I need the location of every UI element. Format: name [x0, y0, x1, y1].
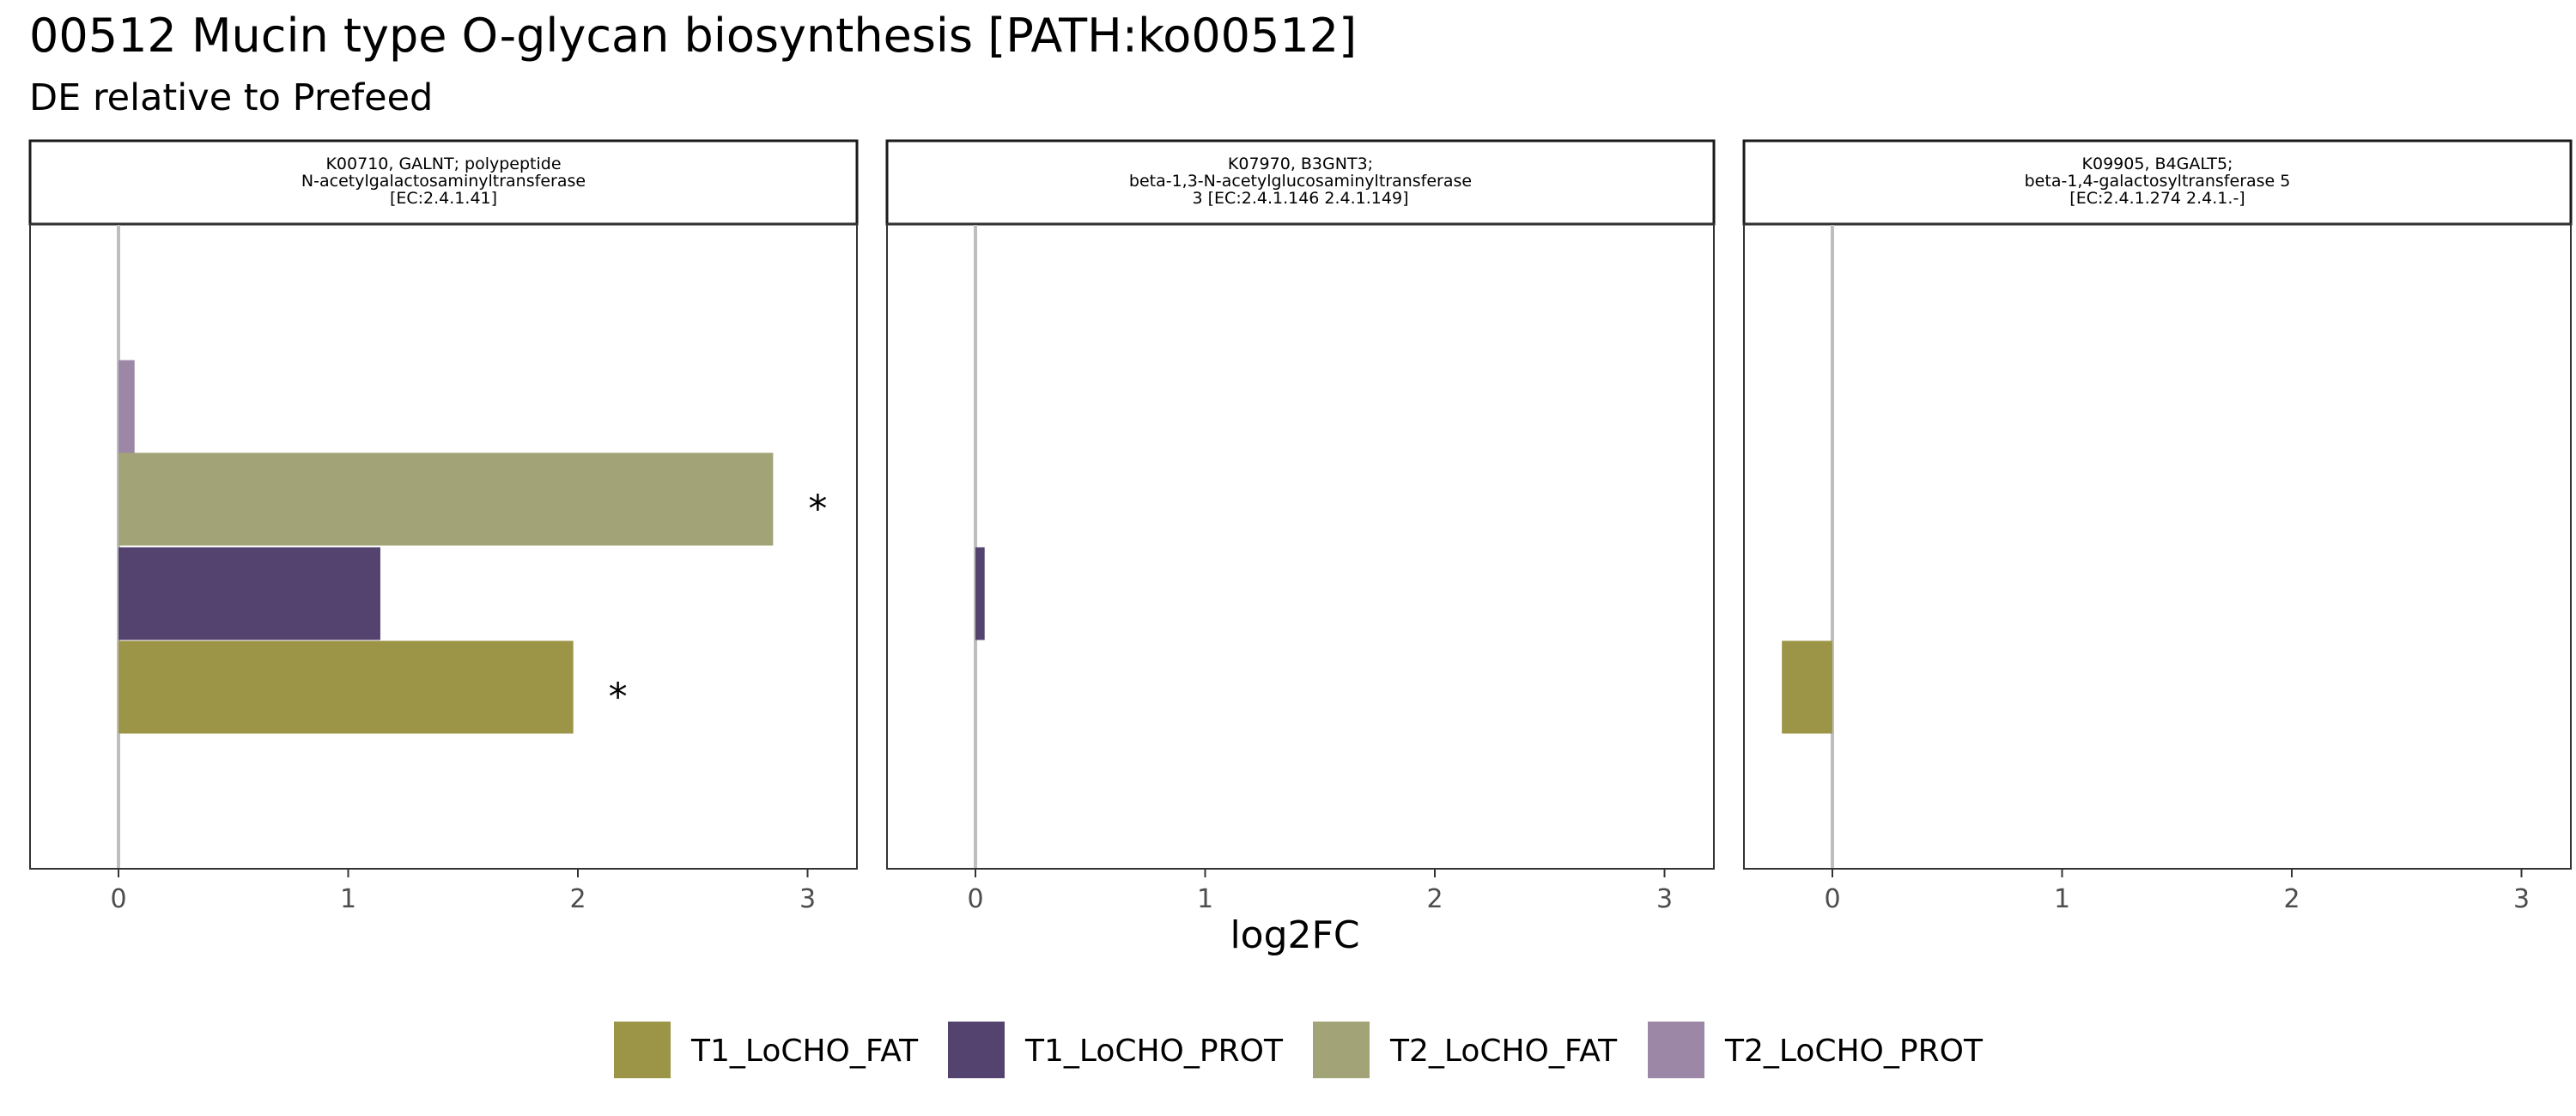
- legend-label: T2_LoCHO_FAT: [1389, 1034, 1618, 1069]
- x-tick-label: 2: [2283, 884, 2300, 914]
- x-tick-label: 2: [569, 884, 586, 914]
- facet-panel: K09905, B4GALT5;beta-1,4-galactosyltrans…: [1742, 139, 2573, 914]
- legend-swatch: [1648, 1022, 1704, 1078]
- bar: [118, 547, 380, 640]
- legend-label: T1_LoCHO_PROT: [1024, 1034, 1284, 1069]
- bar: [118, 452, 774, 546]
- significance-marker: *: [808, 488, 827, 531]
- facet-strip: [28, 139, 859, 226]
- bar: [975, 547, 985, 640]
- legend: T1_LoCHO_FAT T1_LoCHO_PROT T2_LoCHO_FAT T2_…: [614, 1022, 1984, 1078]
- x-tick-label: 3: [2513, 884, 2530, 914]
- x-tick-label: 2: [1426, 884, 1443, 914]
- facet-panel: K07970, B3GNT3;beta-1,3-N-acetylglucosam…: [885, 139, 1716, 914]
- bar: [118, 360, 135, 453]
- x-tick-label: 3: [799, 884, 816, 914]
- x-tick-label: 1: [2054, 884, 2070, 914]
- facet-label-line: [EC:2.4.1.41]: [390, 189, 497, 208]
- legend-item: T2_LoCHO_PROT: [1648, 1022, 1984, 1078]
- chart-subtitle: DE relative to Prefeed: [29, 76, 433, 119]
- facet-panels: K00710, GALNT; polypeptideN-acetylgalact…: [28, 139, 2573, 914]
- legend-swatch: [1313, 1022, 1370, 1078]
- facet-label-line: K00710, GALNT; polypeptide: [325, 155, 561, 173]
- legend-label: T2_LoCHO_PROT: [1724, 1034, 1984, 1069]
- facet-label-line: N-acetylgalactosaminyltransferase: [301, 172, 586, 191]
- x-tick-label: 0: [110, 884, 126, 914]
- significance-marker: *: [609, 676, 628, 719]
- facet-label-line: K07970, B3GNT3;: [1228, 155, 1373, 173]
- chart-title: 00512 Mucin type O-glycan biosynthesis […: [29, 9, 1357, 63]
- panel-border: [1743, 223, 2572, 870]
- x-tick-label: 0: [1824, 884, 1840, 914]
- x-tick-label: 1: [1197, 884, 1213, 914]
- x-tick-label: 1: [340, 884, 356, 914]
- bar: [1782, 640, 1832, 734]
- bar: [118, 640, 574, 734]
- panel-border: [29, 223, 858, 870]
- legend-swatch: [614, 1022, 671, 1078]
- facet-label-line: K09905, B4GALT5;: [2082, 155, 2233, 173]
- panel-border: [886, 223, 1715, 870]
- x-tick-label: 0: [967, 884, 983, 914]
- facet-label-line: beta-1,3-N-acetylglucosaminyltransferase: [1129, 172, 1472, 191]
- x-axis-title: log2FC: [1230, 913, 1359, 957]
- legend-label: T1_LoCHO_FAT: [690, 1034, 919, 1069]
- legend-item: T1_LoCHO_PROT: [948, 1022, 1284, 1078]
- legend-item: T1_LoCHO_FAT: [614, 1022, 919, 1078]
- facet-label-line: beta-1,4-galactosyltransferase 5: [2025, 172, 2291, 191]
- x-tick-label: 3: [1656, 884, 1673, 914]
- legend-item: T2_LoCHO_FAT: [1313, 1022, 1618, 1078]
- facet-label-line: [EC:2.4.1.274 2.4.1.-]: [2069, 189, 2245, 208]
- facet-label-line: 3 [EC:2.4.1.146 2.4.1.149]: [1193, 189, 1409, 208]
- legend-swatch: [948, 1022, 1005, 1078]
- facet-panel: K00710, GALNT; polypeptideN-acetylgalact…: [28, 139, 859, 914]
